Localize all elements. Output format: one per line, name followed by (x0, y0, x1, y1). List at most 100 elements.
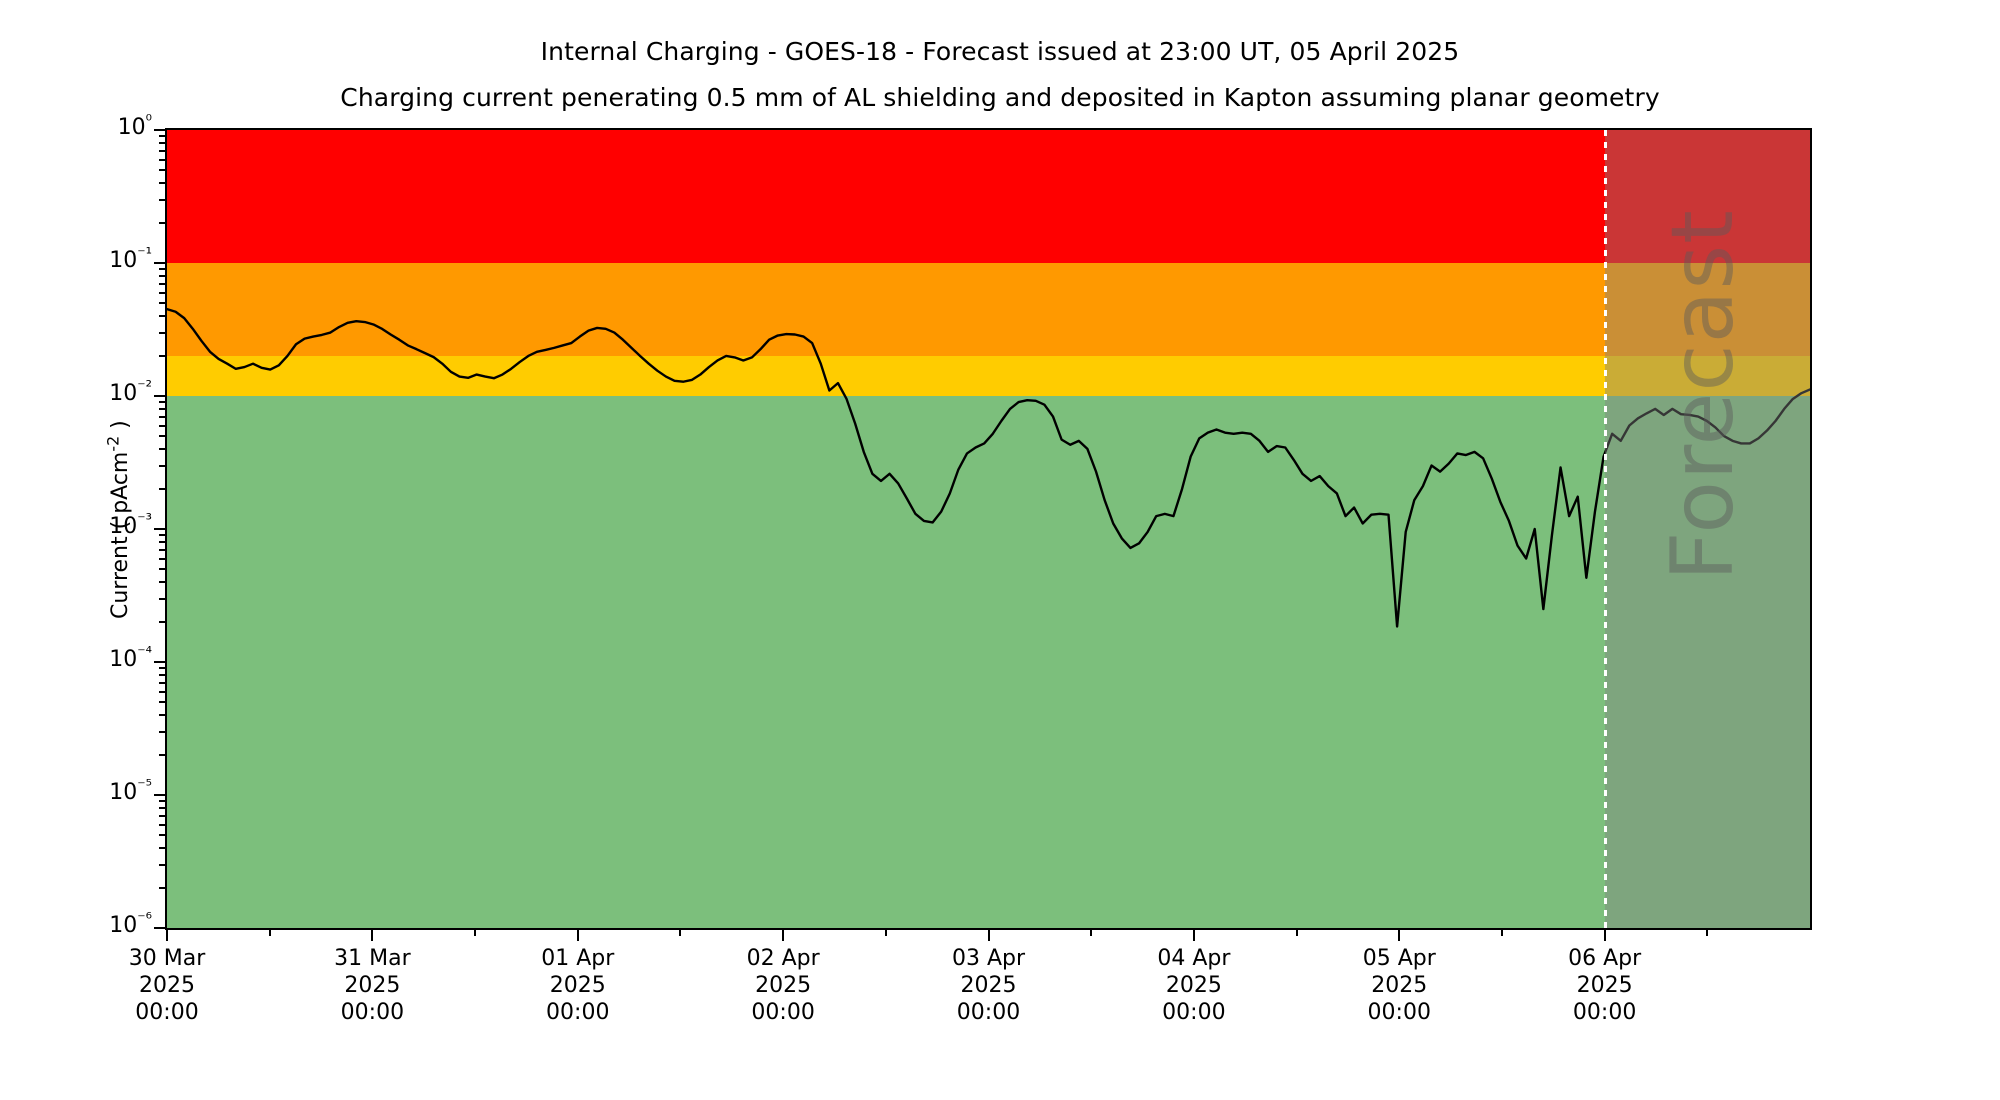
y-tick-minor (159, 221, 165, 224)
y-tick-minor (159, 800, 165, 803)
y-tick-minor (159, 314, 165, 317)
y-tick-minor (159, 354, 165, 357)
y-tick-minor (159, 424, 165, 427)
y-tick-minor (159, 331, 165, 334)
y-tick-minor (159, 169, 165, 172)
x-tick-time: 00:00 (340, 1000, 405, 1025)
x-tick-label: 31 Mar 2025 00:00 (262, 945, 482, 1026)
x-tick-time: 00:00 (1367, 1000, 1431, 1025)
y-tick-minor (159, 540, 165, 543)
y-tick-minor (159, 730, 165, 733)
x-tick-time: 00:00 (546, 1000, 610, 1025)
y-tick-minor (159, 580, 165, 583)
y-tick-minor (159, 548, 165, 551)
x-tick-day: 04 Apr (1157, 946, 1231, 971)
y-tick-minor (159, 886, 165, 889)
y-tick-minor (159, 690, 165, 693)
y-tick-label: 10⁻¹ (109, 243, 152, 273)
x-tick-minor (474, 930, 477, 936)
y-tick-minor (159, 302, 165, 305)
x-tick-minor (884, 930, 887, 936)
x-tick-minor (679, 930, 682, 936)
x-tick-major (1603, 930, 1606, 941)
y-axis-title-tail: ) (108, 420, 133, 436)
x-tick-minor (1090, 930, 1093, 936)
y-tick-minor (159, 141, 165, 144)
y-tick-minor (159, 806, 165, 809)
y-tick-minor (159, 282, 165, 285)
y-tick-minor (159, 681, 165, 684)
x-tick-time: 00:00 (956, 1000, 1021, 1025)
y-tick-minor (159, 568, 165, 571)
y-tick-minor (159, 274, 165, 277)
y-tick-major (154, 661, 165, 663)
x-tick-year: 2025 (960, 973, 1017, 998)
y-tick-label: 10⁻⁵ (109, 775, 152, 805)
y-axis-title-exponent: -2 (103, 435, 123, 452)
y-tick-label: 10⁻⁶ (109, 908, 152, 938)
x-tick-label: 01 Apr 2025 00:00 (468, 945, 688, 1026)
forecast-region-shade (1604, 130, 1810, 928)
y-tick-minor (159, 534, 165, 537)
x-tick-time: 00:00 (1572, 1000, 1637, 1025)
plot-area: Forecast (165, 128, 1812, 930)
y-tick-minor (159, 464, 165, 467)
x-tick-label: 03 Apr 2025 00:00 (879, 945, 1099, 1026)
x-tick-year: 2025 (344, 973, 401, 998)
x-tick-major (987, 930, 990, 941)
x-tick-day: 02 Apr (746, 946, 820, 971)
x-tick-minor (1295, 930, 1298, 936)
y-tick-minor (159, 557, 165, 560)
chart-title: Internal Charging - GOES-18 - Forecast i… (540, 37, 1460, 66)
y-tick-minor (159, 447, 165, 450)
x-tick-day: 30 Mar (128, 946, 206, 971)
y-tick-minor (159, 701, 165, 704)
y-tick-minor (159, 415, 165, 418)
y-tick-minor (159, 753, 165, 756)
forecast-start-divider (1603, 130, 1607, 928)
threshold-band-green (167, 396, 1810, 928)
y-tick-minor (159, 435, 165, 438)
y-tick-major (154, 528, 165, 530)
y-tick-minor (159, 863, 165, 866)
threshold-band-red (167, 130, 1810, 263)
y-tick-major (154, 927, 165, 929)
y-tick-major (154, 794, 165, 796)
threshold-band-orange (167, 263, 1810, 356)
x-tick-day: 31 Mar (334, 946, 411, 971)
x-tick-minor (1706, 930, 1709, 936)
y-tick-minor (159, 291, 165, 294)
y-tick-major (154, 262, 165, 264)
x-tick-label: 06 Apr 2025 00:00 (1495, 945, 1715, 1026)
x-tick-label: 02 Apr 2025 00:00 (673, 945, 893, 1026)
y-tick-label: 10⁻² (109, 376, 152, 406)
y-tick-minor (159, 135, 165, 138)
x-tick-major (782, 930, 785, 941)
x-tick-major (1398, 930, 1401, 941)
x-tick-day: 05 Apr (1362, 946, 1436, 971)
x-tick-major (1192, 930, 1195, 941)
chart-subtitle: Charging current penerating 0.5 mm of AL… (340, 83, 1660, 112)
series-line-svg (167, 130, 1810, 928)
y-tick-minor (159, 713, 165, 716)
x-tick-minor (268, 930, 271, 936)
x-tick-year: 2025 (1576, 973, 1633, 998)
y-tick-minor (159, 597, 165, 600)
x-tick-day: 01 Apr (541, 946, 615, 971)
y-tick-minor (159, 181, 165, 184)
x-tick-minor (1500, 930, 1503, 936)
y-tick-minor (159, 834, 165, 837)
x-tick-label: 04 Apr 2025 00:00 (1084, 945, 1304, 1026)
y-tick-minor (159, 149, 165, 152)
x-tick-time: 00:00 (751, 1000, 815, 1025)
charging-current-line (167, 309, 1810, 626)
y-tick-label: 10⁰ (117, 110, 152, 140)
y-tick-minor (159, 158, 165, 161)
x-tick-label: 05 Apr 2025 00:00 (1289, 945, 1509, 1026)
x-tick-major (371, 930, 374, 941)
x-tick-label: 30 Mar 2025 00:00 (57, 945, 277, 1026)
y-tick-minor (159, 407, 165, 410)
x-tick-year: 2025 (1165, 973, 1222, 998)
y-tick-minor (159, 667, 165, 670)
